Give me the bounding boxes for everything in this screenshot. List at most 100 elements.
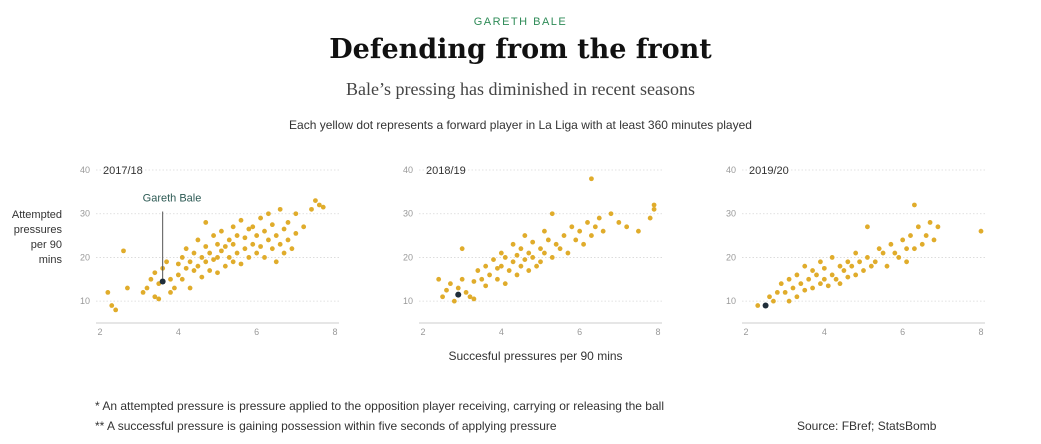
y-tick-label: 40 [403,165,413,175]
data-point [254,233,260,238]
data-point [771,298,776,304]
data-point [459,276,465,282]
data-point [896,255,902,260]
data-point [246,255,252,260]
data-point [254,250,260,256]
data-point [262,228,267,234]
data-point [892,250,898,256]
data-point [277,241,283,247]
season-label: 2018/19 [426,165,466,177]
data-point [616,220,622,225]
data-point [207,250,213,256]
data-point [483,283,489,289]
data-point [301,224,307,230]
data-point [195,237,201,243]
data-point [596,215,602,221]
data-point [786,276,792,282]
chart-subtitle: Bale’s pressing has diminished in recent… [346,79,695,99]
data-point [148,276,154,282]
data-point [565,250,571,256]
data-point [825,283,831,289]
data-point [183,246,189,252]
data-point [269,246,275,252]
data-point [215,270,220,276]
data-point [829,255,835,260]
data-point [436,276,442,282]
footnote-successful: ** A successful pressure is gaining poss… [95,419,557,433]
data-point [121,248,126,254]
data-point [183,265,189,271]
data-point [592,224,598,230]
data-point [266,211,271,217]
data-point [810,268,815,273]
data-point [837,263,843,269]
data-point [483,263,489,269]
data-point [802,263,808,269]
data-point [242,235,248,241]
data-point [888,241,894,247]
data-point [269,222,275,228]
data-point [755,303,761,308]
data-point [608,211,614,217]
data-point [786,298,792,304]
data-point [837,281,843,287]
x-tick-label: 4 [822,327,827,337]
data-point [577,228,583,234]
data-point [238,217,244,223]
data-point [510,241,516,247]
data-point [782,290,788,295]
data-point [475,268,481,273]
data-point [931,237,937,243]
data-point [790,285,796,291]
data-point [534,263,539,269]
data-point [113,307,119,313]
data-point [553,241,559,247]
data-point [561,233,567,238]
scatter-panels: 10 20 30 40 2 4 6 8 2017/18 Gareth Bale 10 20 30 40 2 4… [80,165,985,337]
data-point [530,255,536,260]
data-point [262,255,267,260]
data-point [861,268,866,273]
data-point [168,276,173,282]
data-point [230,259,236,265]
data-point [865,255,870,260]
data-point [140,290,146,295]
data-point [912,202,917,208]
x-tick-label: 6 [900,327,905,337]
data-point [978,228,984,234]
annotation-label: Gareth Bale [143,192,202,204]
data-point [234,233,240,238]
data-point [175,272,181,278]
data-point [935,224,941,230]
y-tick-label: 30 [80,209,90,219]
data-point [479,276,485,282]
data-point [798,281,804,287]
data-point [857,259,862,265]
data-point [289,246,295,252]
y-tick-label: 40 [726,165,736,175]
data-point [215,241,220,247]
data-point [624,224,630,230]
data-point [156,296,162,302]
data-point [459,246,465,252]
data-point [320,204,326,210]
data-point [767,294,772,300]
data-point [518,246,524,252]
highlight-point-bale [159,278,166,285]
data-point [821,265,827,271]
data-point [872,259,878,265]
data-point [285,237,291,243]
x-tick-label: 4 [176,327,181,337]
data-point [313,198,318,203]
y-tick-label: 10 [403,296,413,306]
y-tick-label: 10 [726,296,736,306]
highlight-point-bale [762,302,769,309]
data-point [506,268,512,273]
data-point [647,215,653,221]
data-point [258,215,263,221]
data-point [144,285,150,291]
data-point [514,272,520,278]
y-tick-label: 10 [80,296,90,306]
data-point [230,241,236,247]
data-point [818,281,823,287]
